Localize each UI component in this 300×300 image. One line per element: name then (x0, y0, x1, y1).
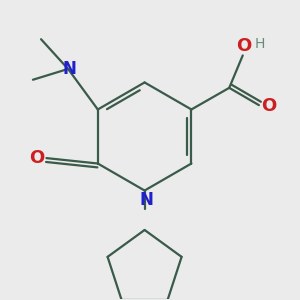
Text: O: O (261, 97, 276, 115)
Text: O: O (236, 37, 251, 55)
Text: N: N (62, 60, 76, 78)
Text: N: N (139, 191, 153, 209)
Text: H: H (255, 37, 265, 50)
Text: O: O (29, 149, 44, 167)
